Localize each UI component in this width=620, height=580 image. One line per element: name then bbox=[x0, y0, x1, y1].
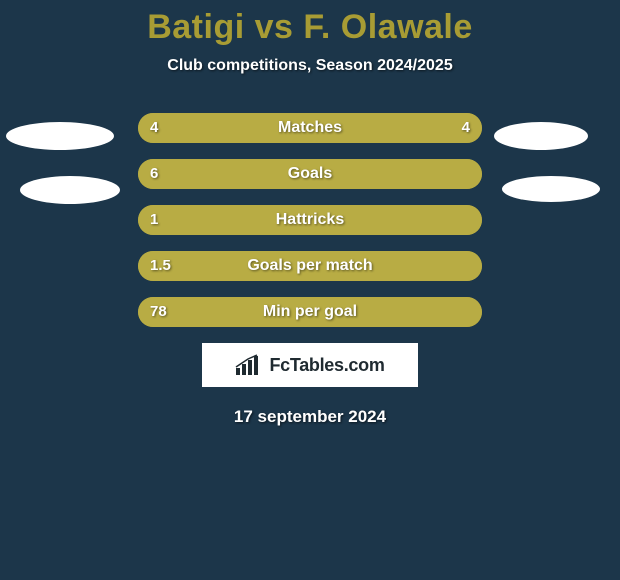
bars-icon bbox=[235, 354, 263, 376]
comparison-card: Batigi vs F. Olawale Club competitions, … bbox=[0, 0, 620, 580]
stat-label: Goals per match bbox=[0, 251, 620, 281]
date-text: 17 september 2024 bbox=[0, 407, 620, 427]
stat-value-left: 6 bbox=[150, 159, 158, 189]
badge-text: FcTables.com bbox=[269, 355, 384, 376]
stat-label: Min per goal bbox=[0, 297, 620, 327]
stat-value-left: 4 bbox=[150, 113, 158, 143]
subtitle: Club competitions, Season 2024/2025 bbox=[0, 57, 620, 75]
page-title: Batigi vs F. Olawale bbox=[0, 0, 620, 47]
stat-row: Hattricks1 bbox=[0, 205, 620, 235]
stat-label: Matches bbox=[0, 113, 620, 143]
stat-row: Matches4 4 bbox=[0, 113, 620, 143]
stat-value-left: 1.5 bbox=[150, 251, 171, 281]
stat-row: Min per goal78 bbox=[0, 297, 620, 327]
stat-label: Goals bbox=[0, 159, 620, 189]
stat-value-right: 4 bbox=[462, 113, 470, 143]
stat-row: Goals6 bbox=[0, 159, 620, 189]
stat-value-left: 1 bbox=[150, 205, 158, 235]
source-badge: FcTables.com bbox=[202, 343, 418, 387]
stat-value-left: 78 bbox=[150, 297, 167, 327]
stat-label: Hattricks bbox=[0, 205, 620, 235]
stat-row: Goals per match1.5 bbox=[0, 251, 620, 281]
